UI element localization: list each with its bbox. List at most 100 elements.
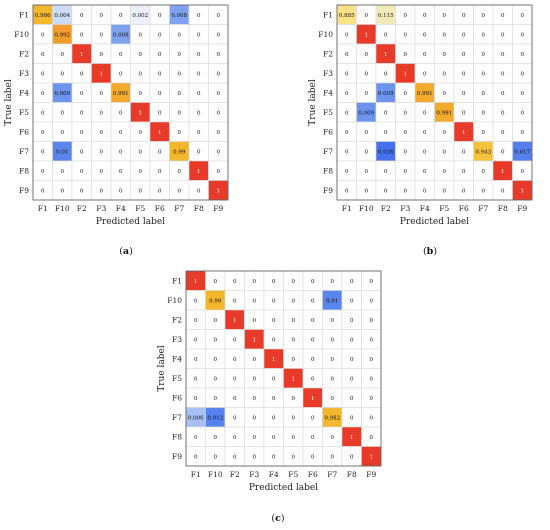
cell-value-label: 0 — [521, 130, 525, 136]
y-tick-label: F4 — [323, 88, 333, 97]
cell-value-label: 0 — [482, 110, 486, 116]
cell-value-label: 0.991 — [113, 91, 129, 97]
cell-value-label: 0.01 — [56, 149, 68, 155]
y-tick-label: F7 — [172, 413, 182, 422]
cell-value-label: 0 — [370, 279, 374, 285]
x-axis-label: Predicted label — [96, 217, 165, 227]
cell-value-label: 0 — [80, 91, 84, 97]
cell-value-label: 0 — [217, 32, 221, 38]
cell-value-label: 0 — [214, 279, 218, 285]
x-tick-label: F3 — [400, 204, 410, 213]
y-tick-label: F3 — [19, 69, 29, 78]
cell-value-label: 0 — [482, 32, 486, 38]
cell-value-label: 0 — [41, 149, 45, 155]
cell-value-label: 0 — [462, 110, 466, 116]
cell-value-label: 1 — [272, 357, 276, 363]
cell-value-label: 1 — [253, 337, 257, 343]
cell-value-label: 0 — [253, 279, 257, 285]
y-tick-label: F3 — [323, 69, 333, 78]
y-tick-label: F6 — [19, 127, 29, 136]
y-tick-label: F2 — [323, 49, 333, 58]
cell-value-label: 0 — [501, 91, 505, 97]
cell-value-label: 0 — [41, 91, 45, 97]
cell-value-label: 0 — [443, 130, 447, 136]
cell-value-label: 0 — [311, 337, 315, 343]
y-tick-label: F2 — [19, 49, 29, 58]
y-tick-label: F2 — [172, 315, 182, 324]
cell-value-label: 0 — [292, 396, 296, 402]
cell-value-label: 0 — [61, 188, 65, 194]
cell-value-label: 0 — [404, 110, 408, 116]
x-tick-label: F6 — [308, 470, 318, 479]
y-tick-label: F1 — [172, 276, 182, 285]
cell-value-label: 0 — [345, 110, 349, 116]
x-tick-label: F10 — [55, 204, 70, 213]
cell-value-label: 0 — [482, 13, 486, 19]
cell-value-label: 1 — [404, 71, 408, 77]
cell-value-label: 0 — [384, 32, 388, 38]
cell-value-label: 0 — [272, 298, 276, 304]
cell-value-label: 0 — [233, 376, 237, 382]
x-tick-label: F4 — [116, 204, 126, 213]
cell-value-label: 0 — [61, 71, 65, 77]
cell-value-label: 0 — [197, 188, 201, 194]
cell-value-label: 1 — [139, 110, 143, 116]
cell-value-label: 0 — [158, 13, 162, 19]
cell-value-label: 0.99 — [209, 298, 222, 304]
cell-value-label: 0 — [214, 396, 218, 402]
cell-value-label: 0 — [272, 318, 276, 324]
cell-value-label: 0 — [292, 298, 296, 304]
cell-value-label: 0.006 — [188, 415, 204, 421]
x-tick-label: F1 — [191, 470, 201, 479]
cell-value-label: 0 — [365, 169, 369, 175]
y-tick-label: F8 — [19, 166, 29, 175]
cell-value-label: 0 — [178, 71, 182, 77]
cell-value-label: 0 — [214, 454, 218, 460]
cell-value-label: 0 — [197, 110, 201, 116]
cell-value-label: 0 — [253, 357, 257, 363]
cell-value-label: 0 — [217, 71, 221, 77]
cell-value-label: 0 — [217, 13, 221, 19]
cell-value-label: 0 — [253, 318, 257, 324]
cell-value-label: 0 — [311, 376, 315, 382]
cell-value-label: 0.115 — [378, 13, 394, 19]
cell-value-label: 0 — [217, 52, 221, 58]
cell-value-label: 0 — [80, 71, 84, 77]
cell-value-label: 0 — [501, 149, 505, 155]
cell-value-label: 0 — [194, 376, 198, 382]
cell-value-label: 0 — [423, 169, 427, 175]
cell-value-label: 0 — [365, 52, 369, 58]
cell-value-label: 0 — [292, 357, 296, 363]
cell-value-label: 0 — [311, 415, 315, 421]
cell-value-label: 0 — [462, 91, 466, 97]
cell-value-label: 0 — [197, 71, 201, 77]
cell-value-label: 0 — [331, 396, 335, 402]
x-tick-label: F9 — [517, 204, 527, 213]
y-tick-label: F5 — [172, 374, 182, 383]
cell-value-label: 0 — [80, 149, 84, 155]
y-tick-label: F1 — [323, 10, 333, 19]
cell-value-label: 0 — [462, 169, 466, 175]
cell-value-label: 0 — [370, 435, 374, 441]
cell-value-label: 0 — [80, 169, 84, 175]
cell-value-label: 0 — [345, 52, 349, 58]
cell-value-label: 0 — [365, 188, 369, 194]
cell-value-label: 0 — [404, 13, 408, 19]
cell-value-label: 0 — [370, 337, 374, 343]
cell-value-label: 0 — [158, 188, 162, 194]
cell-value-label: 0 — [119, 13, 123, 19]
cell-value-label: 1 — [370, 454, 374, 460]
cell-value-label: 0 — [139, 71, 143, 77]
cell-value-label: 0.036 — [378, 149, 394, 155]
panel-a: 0.986 0.004 0 0 0 0.002 0 0.008 0 0 0 0.992 0 0 0.008 0… — [4, 4, 229, 257]
cell-value-label: 0 — [214, 337, 218, 343]
x-tick-label: F8 — [194, 204, 204, 213]
cell-value-label: 0 — [365, 71, 369, 77]
cell-value-label: 0 — [404, 149, 408, 155]
cell-value-label: 1 — [311, 396, 315, 402]
cell-value-label: 0 — [482, 52, 486, 58]
y-tick-label: F10 — [318, 30, 333, 39]
cell-value-label: 0 — [462, 13, 466, 19]
cell-value-label: 0 — [100, 91, 104, 97]
cell-value-label: 0 — [501, 188, 505, 194]
